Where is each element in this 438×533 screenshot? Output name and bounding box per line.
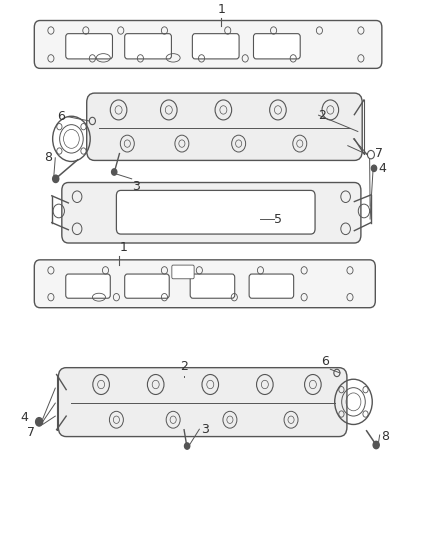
Text: 8: 8 <box>381 430 389 442</box>
Text: 5: 5 <box>274 213 282 226</box>
FancyBboxPatch shape <box>66 274 110 298</box>
Text: 7: 7 <box>27 426 35 439</box>
Text: 1: 1 <box>120 241 127 254</box>
FancyBboxPatch shape <box>66 34 113 59</box>
FancyBboxPatch shape <box>125 274 169 298</box>
Text: 2: 2 <box>180 360 188 374</box>
Circle shape <box>373 441 379 449</box>
FancyBboxPatch shape <box>172 265 194 279</box>
FancyBboxPatch shape <box>62 182 361 243</box>
Circle shape <box>184 443 190 449</box>
FancyBboxPatch shape <box>34 20 382 68</box>
Text: 1: 1 <box>217 3 225 16</box>
Text: 4: 4 <box>20 411 28 424</box>
Text: 8: 8 <box>44 151 52 164</box>
FancyBboxPatch shape <box>254 34 300 59</box>
FancyBboxPatch shape <box>87 93 362 160</box>
Circle shape <box>112 169 117 175</box>
Text: 6: 6 <box>57 110 65 123</box>
Text: 3: 3 <box>201 423 208 435</box>
FancyBboxPatch shape <box>190 274 235 298</box>
Text: 4: 4 <box>378 162 386 175</box>
Text: 3: 3 <box>133 180 141 193</box>
FancyBboxPatch shape <box>117 190 315 234</box>
FancyBboxPatch shape <box>58 368 347 437</box>
Text: 7: 7 <box>375 147 383 160</box>
Circle shape <box>371 165 377 172</box>
Text: 6: 6 <box>321 355 329 368</box>
FancyBboxPatch shape <box>249 274 293 298</box>
FancyBboxPatch shape <box>192 34 239 59</box>
FancyBboxPatch shape <box>34 260 375 308</box>
FancyBboxPatch shape <box>125 34 171 59</box>
Text: 2: 2 <box>318 109 326 122</box>
Circle shape <box>53 175 59 182</box>
Circle shape <box>35 418 42 426</box>
